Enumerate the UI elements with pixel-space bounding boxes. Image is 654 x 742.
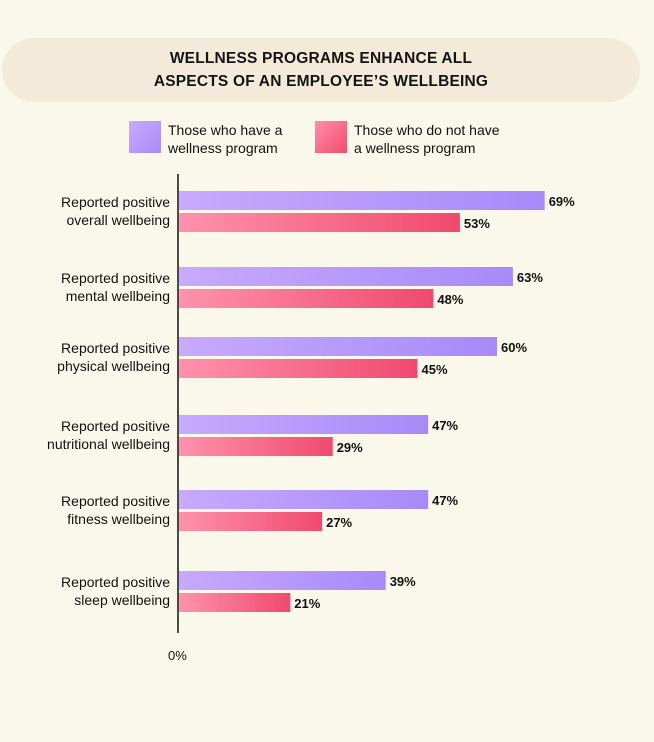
chart-title-line-1: WELLNESS PROGRAMS ENHANCE ALL — [169, 50, 473, 67]
category-label-line: Reported positive — [61, 270, 170, 286]
value-label-with-program: 60% — [501, 340, 527, 355]
bar-with-program — [179, 490, 429, 509]
x-axis-zero-label: 0% — [168, 648, 187, 663]
legend-label-without-program-line-2: a wellness program — [354, 140, 476, 156]
bar-with-program — [179, 415, 429, 434]
value-label-without-program: 45% — [422, 362, 448, 377]
category-label-line: Reported positive — [61, 194, 170, 210]
category-label: Reported positive fitness wellbeing — [61, 493, 170, 527]
legend-swatch-pink — [315, 121, 347, 153]
chart-title-banner: WELLNESS PROGRAMS ENHANCE ALL ASPECTS OF… — [2, 38, 640, 102]
legend-label-with-program-line-1: Those who have a — [168, 122, 283, 138]
category-label-line: overall wellbeing — [66, 212, 170, 228]
value-label-with-program: 39% — [390, 574, 416, 589]
category-label: Reported positive mental wellbeing — [61, 270, 170, 304]
bar-with-program — [179, 337, 497, 356]
bar-without-program — [179, 213, 460, 232]
category-label-line: nutritional wellbeing — [47, 436, 170, 452]
bar-with-program — [179, 191, 545, 210]
category-label-line: physical wellbeing — [57, 358, 170, 374]
legend-label-without-program-line-1: Those who do not have — [354, 122, 500, 138]
category-label-line: Reported positive — [61, 574, 170, 590]
category-label-line: fitness wellbeing — [67, 511, 170, 527]
value-label-without-program: 53% — [464, 216, 490, 231]
category-label-line: sleep wellbeing — [74, 592, 170, 608]
value-label-with-program: 63% — [517, 270, 543, 285]
legend-label-without-program: Those who do not have a wellness program — [354, 121, 524, 157]
value-label-without-program: 27% — [326, 515, 352, 530]
value-label-with-program: 47% — [432, 418, 458, 433]
chart-title-line-2: ASPECTS OF AN EMPLOYEE’S WELLBEING — [153, 73, 489, 90]
category-label: Reported positive overall wellbeing — [61, 194, 170, 228]
category-label-line: Reported positive — [61, 418, 170, 434]
legend-item-with-program: Those who have a wellness program — [129, 121, 338, 157]
value-label-without-program: 48% — [437, 292, 463, 307]
bar-without-program — [179, 512, 323, 531]
bars-group: Reported positive overall wellbeing 69% 53%… — [47, 191, 575, 612]
value-label-with-program: 47% — [432, 493, 458, 508]
bar-without-program — [179, 593, 291, 612]
value-label-without-program: 29% — [337, 440, 363, 455]
legend-swatch-purple — [129, 121, 161, 153]
legend-label-with-program: Those who have a wellness program — [168, 121, 338, 157]
category-label-line: mental wellbeing — [66, 288, 170, 304]
bar-with-program — [179, 267, 513, 286]
category-label: Reported positive sleep wellbeing — [61, 574, 170, 608]
category-label-line: Reported positive — [61, 493, 170, 509]
bar-with-program — [179, 571, 386, 590]
bar-without-program — [179, 437, 333, 456]
category-label: Reported positive physical wellbeing — [57, 340, 170, 374]
category-label: Reported positive nutritional wellbeing — [47, 418, 170, 452]
value-label-with-program: 69% — [549, 194, 575, 209]
category-label-line: Reported positive — [61, 340, 170, 356]
bar-without-program — [179, 289, 434, 308]
value-label-without-program: 21% — [294, 596, 320, 611]
bar-without-program — [179, 359, 418, 378]
legend-item-without-program: Those who do not have a wellness program — [315, 121, 524, 157]
legend-label-with-program-line-2: wellness program — [168, 140, 278, 156]
